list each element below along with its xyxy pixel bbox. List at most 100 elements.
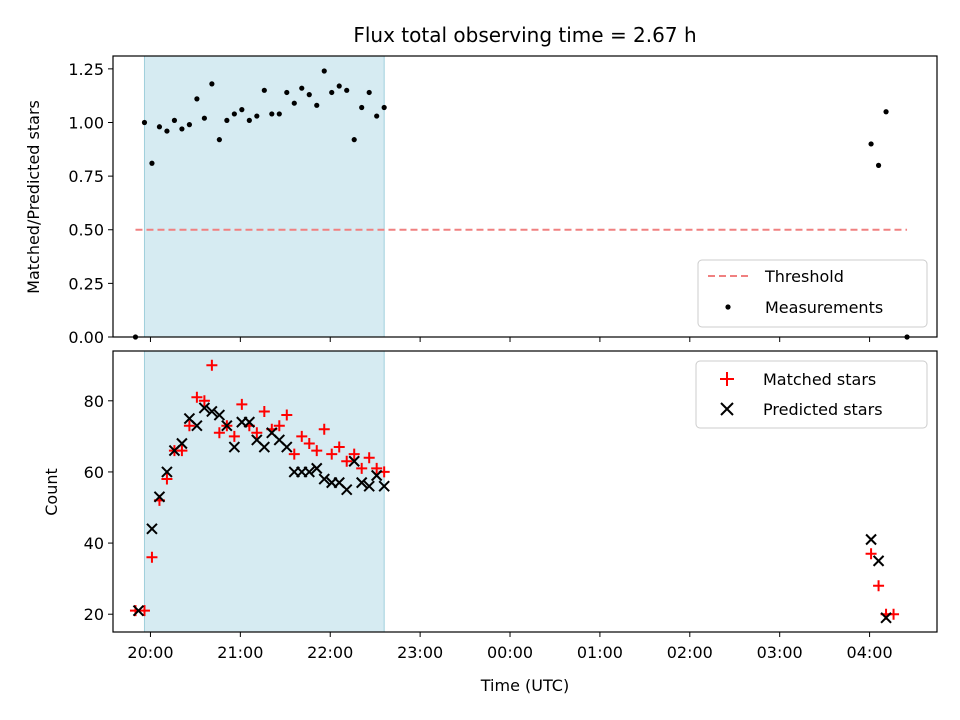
measurement-point xyxy=(254,113,260,119)
x-axis-label: Time (UTC) xyxy=(480,676,569,695)
bottom-plot-area xyxy=(129,359,900,624)
measurement-point xyxy=(868,141,874,147)
x-tick-label: 01:00 xyxy=(577,643,623,662)
predicted-stars-point xyxy=(243,416,256,428)
predicted-stars-legend-label: Predicted stars xyxy=(763,400,883,419)
matched-stars-point xyxy=(161,473,173,485)
measurement-point xyxy=(359,104,365,111)
x-tick-label: 21:00 xyxy=(217,643,263,662)
matched-stars-point xyxy=(198,395,210,407)
matched-stars-point xyxy=(363,452,375,464)
matched-stars-point xyxy=(326,448,338,460)
predicted-stars-point xyxy=(341,484,353,496)
measurement-point xyxy=(164,128,170,134)
measurements-legend-marker xyxy=(725,304,731,310)
top-shaded-span xyxy=(143,55,385,338)
y-tick-label: 80 xyxy=(84,392,104,411)
x-tick-label: 23:00 xyxy=(397,643,443,662)
measurement-point xyxy=(194,96,200,102)
measurement-point xyxy=(246,117,252,123)
y-tick-label: 0.00 xyxy=(68,328,104,347)
predicted-stars-point xyxy=(221,419,233,432)
measurement-point xyxy=(344,87,350,93)
measurement-point xyxy=(276,111,282,117)
measurement-point xyxy=(141,119,148,126)
matched-stars-point xyxy=(236,398,248,410)
bottom-legend-box xyxy=(695,360,928,429)
predicted-stars-point xyxy=(206,405,218,418)
predicted-stars-point xyxy=(228,441,241,453)
matched-stars-point xyxy=(865,548,877,560)
predicted-stars-point xyxy=(258,441,271,453)
measurement-point xyxy=(239,107,245,113)
predicted-stars-point xyxy=(281,441,293,453)
predicted-stars-legend-marker xyxy=(720,402,734,416)
matched-stars-point xyxy=(873,580,885,592)
predicted-stars-point xyxy=(355,476,368,489)
x-tick-label: 00:00 xyxy=(487,643,533,662)
y-tick-label: 0.75 xyxy=(68,167,104,186)
measurement-point xyxy=(284,89,290,96)
measurement-point xyxy=(209,81,215,87)
bottom-panel: 20 40 60 80 20:00 21:00 22:00 23:00 00:00 01:00 0… xyxy=(42,350,938,695)
predicted-stars-point xyxy=(348,455,360,467)
top-legend-box xyxy=(697,259,928,328)
y-tick-label: 40 xyxy=(84,534,104,553)
bottom-axes-frame xyxy=(112,350,938,633)
measurement-point xyxy=(171,117,178,123)
measurement-point xyxy=(306,92,312,98)
measurement-point xyxy=(201,115,207,121)
predicted-stars-point xyxy=(865,533,877,546)
top-x-ticks xyxy=(149,337,871,342)
matched-stars-point xyxy=(251,427,263,439)
matched-stars-point xyxy=(183,420,195,432)
top-panel-title: Flux total observing time = 2.67 h xyxy=(353,23,696,47)
predicted-stars-point xyxy=(872,555,885,567)
top-legend: Threshold Measurements xyxy=(697,259,928,328)
measurement-point xyxy=(351,137,357,143)
measurement-point xyxy=(179,126,185,132)
measurement-point xyxy=(329,89,335,96)
y-tick-label: 0.50 xyxy=(68,221,104,240)
predicted-stars-point xyxy=(161,466,173,478)
matched-stars-point xyxy=(296,430,308,442)
predicted-stars-point xyxy=(303,466,315,478)
measurement-point xyxy=(216,137,222,143)
matched-stars-point xyxy=(146,551,158,563)
measurement-point xyxy=(291,100,297,106)
matched-stars-point xyxy=(273,420,285,432)
measurement-point xyxy=(875,162,882,168)
matched-stars-point xyxy=(176,445,188,457)
matched-stars-point xyxy=(206,359,218,371)
top-axes-frame xyxy=(112,55,938,338)
predicted-stars-point xyxy=(198,402,211,414)
measurement-point xyxy=(374,113,380,119)
top-plot-area xyxy=(132,68,910,340)
predicted-stars-point xyxy=(363,480,375,492)
y-tick-label: 1.25 xyxy=(68,60,104,79)
predicted-stars-point xyxy=(146,523,158,535)
predicted-stars-point xyxy=(318,473,330,485)
predicted-stars-point xyxy=(153,491,166,503)
measurement-point xyxy=(156,124,163,130)
matched-stars-point xyxy=(371,462,383,474)
measurement-point xyxy=(261,87,267,93)
measurement-point xyxy=(231,111,237,117)
matched-stars-point xyxy=(318,423,330,435)
matched-stars-point xyxy=(311,445,323,457)
bottom-legend: Matched stars Predicted stars xyxy=(695,360,928,429)
predicted-stars-point xyxy=(213,409,226,421)
measurement-point xyxy=(314,102,320,108)
bottom-y-axis-label: Count xyxy=(42,468,61,516)
top-y-ticks: 0.00 0.25 0.50 0.75 1.00 1.25 xyxy=(68,60,113,347)
matched-stars-point xyxy=(348,448,360,460)
measurement-point xyxy=(149,160,155,166)
x-tick-label: 03:00 xyxy=(757,643,803,662)
predicted-stars-point xyxy=(311,462,323,475)
x-tick-label: 02:00 xyxy=(667,643,713,662)
predicted-stars-point xyxy=(370,469,383,482)
measurement-point xyxy=(321,68,327,74)
measurement-point xyxy=(224,117,230,123)
predicted-stars-point xyxy=(880,612,892,624)
